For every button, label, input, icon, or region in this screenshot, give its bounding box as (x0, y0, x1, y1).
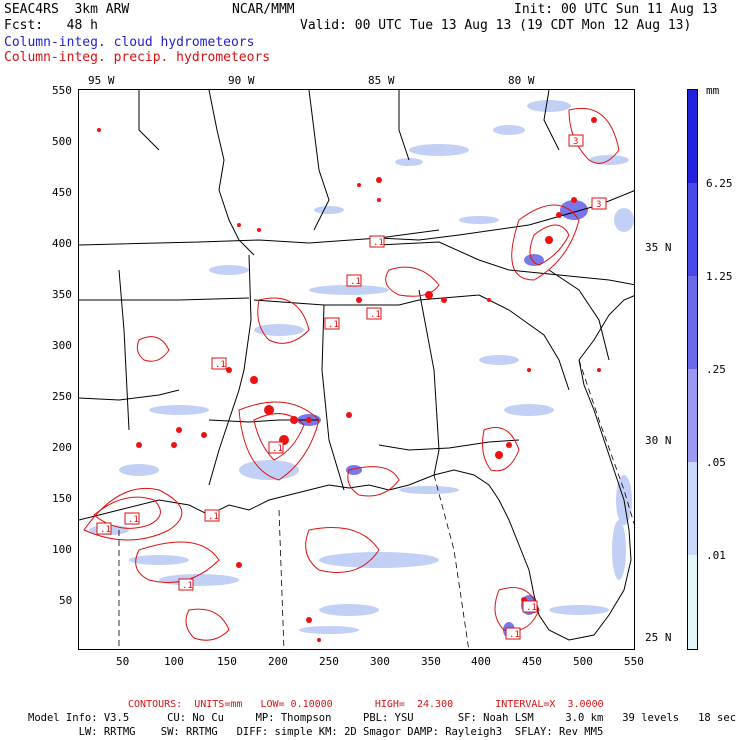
x-tick: 500 (573, 655, 593, 668)
colorbar-segment (688, 555, 697, 649)
field-cloud-label: Column-integ. cloud hydrometeors (4, 35, 255, 50)
colorbar (687, 89, 698, 650)
forecast-hour: Fcst: 48 h (4, 18, 98, 33)
y-tick: 300 (52, 339, 72, 352)
contour-label: .1 (208, 512, 219, 522)
map-canvas: .1 .1 .1 .1 .1 .1 .1 .1 .1 .1 3 3 .1 .1 (79, 90, 634, 649)
x-tick: 50 (116, 655, 130, 668)
contour-label-boxes (96, 134, 607, 640)
x-tick: 400 (471, 655, 491, 668)
contour-label: .1 (272, 444, 283, 454)
contour-label-text: .1 .1 .1 .1 .1 .1 .1 .1 .1 .1 3 3 .1 .1 (100, 137, 601, 640)
lat-label-30n: 30 N (645, 434, 672, 447)
x-tick: 100 (164, 655, 184, 668)
init-time: Init: 00 UTC Sun 11 Aug 13 (514, 2, 718, 17)
lon-label-95w: 95 W (88, 74, 115, 87)
forecast-map: .1 .1 .1 .1 .1 .1 .1 .1 .1 .1 3 3 .1 .1 (78, 89, 635, 650)
contour-label: .1 (100, 525, 111, 535)
contour-label: .1 (215, 360, 226, 370)
contour-info: CONTOURS: UNITS=mm LOW= 0.10000 HIGH= 24… (128, 699, 604, 710)
colorbar-label: .05 (706, 456, 726, 469)
field-precip-label: Column-integ. precip. hydrometeors (4, 50, 271, 65)
lon-label-90w: 90 W (228, 74, 255, 87)
x-tick: 300 (370, 655, 390, 668)
y-tick: 150 (52, 492, 72, 505)
contour-label: 3 (573, 137, 578, 147)
contour-label: 3 (596, 200, 601, 210)
contour-label: .1 (328, 320, 339, 330)
colorbar-label: .01 (706, 549, 726, 562)
colorbar-segment (688, 462, 697, 555)
organization: NCAR/MMM (232, 2, 295, 17)
y-tick: 400 (52, 237, 72, 250)
lon-label-80w: 80 W (508, 74, 535, 87)
colorbar-label: 6.25 (706, 177, 733, 190)
y-tick: 200 (52, 441, 72, 454)
contour-label: .1 (509, 630, 520, 640)
x-tick: 250 (319, 655, 339, 668)
model-info-line-2: LW: RRTMG SW: RRTMG DIFF: simple KM: 2D … (28, 726, 604, 738)
contour-label: .1 (128, 515, 139, 525)
colorbar-label: 1.25 (706, 270, 733, 283)
colorbar-segment (688, 183, 697, 276)
y-tick: 550 (52, 84, 72, 97)
x-tick: 450 (522, 655, 542, 668)
y-tick: 100 (52, 543, 72, 556)
lat-label-25n: 25 N (645, 631, 672, 644)
colorbar-segment (688, 369, 697, 462)
precip-contours (83, 107, 620, 641)
contour-label: .1 (182, 581, 193, 591)
x-tick: 150 (217, 655, 237, 668)
y-tick: 500 (52, 135, 72, 148)
colorbar-segment (688, 276, 697, 369)
y-tick: 450 (52, 186, 72, 199)
colorbar-label: .25 (706, 363, 726, 376)
contour-label: .1 (350, 277, 361, 287)
cloud-hydrometeor-field (89, 100, 634, 634)
colorbar-segment (688, 90, 697, 183)
y-tick: 50 (59, 594, 73, 607)
political-boundaries (79, 90, 634, 641)
x-tick: 200 (268, 655, 288, 668)
model-title: SEAC4RS 3km ARW (4, 2, 130, 17)
offshore-boundaries (118, 359, 634, 649)
x-tick: 550 (624, 655, 644, 668)
model-info-line-1: Model Info: V3.5 CU: No Cu MP: Thompson … (28, 712, 737, 724)
lon-label-85w: 85 W (368, 74, 395, 87)
x-tick: 350 (421, 655, 441, 668)
lat-label-35n: 35 N (645, 241, 672, 254)
valid-time: Valid: 00 UTC Tue 13 Aug 13 (19 CDT Mon … (300, 18, 692, 33)
contour-label: .1 (373, 238, 384, 248)
contour-label: .1 (526, 603, 537, 613)
y-tick: 250 (52, 390, 72, 403)
contour-label: .1 (370, 310, 381, 320)
y-tick: 350 (52, 288, 72, 301)
colorbar-unit: mm (706, 84, 720, 97)
